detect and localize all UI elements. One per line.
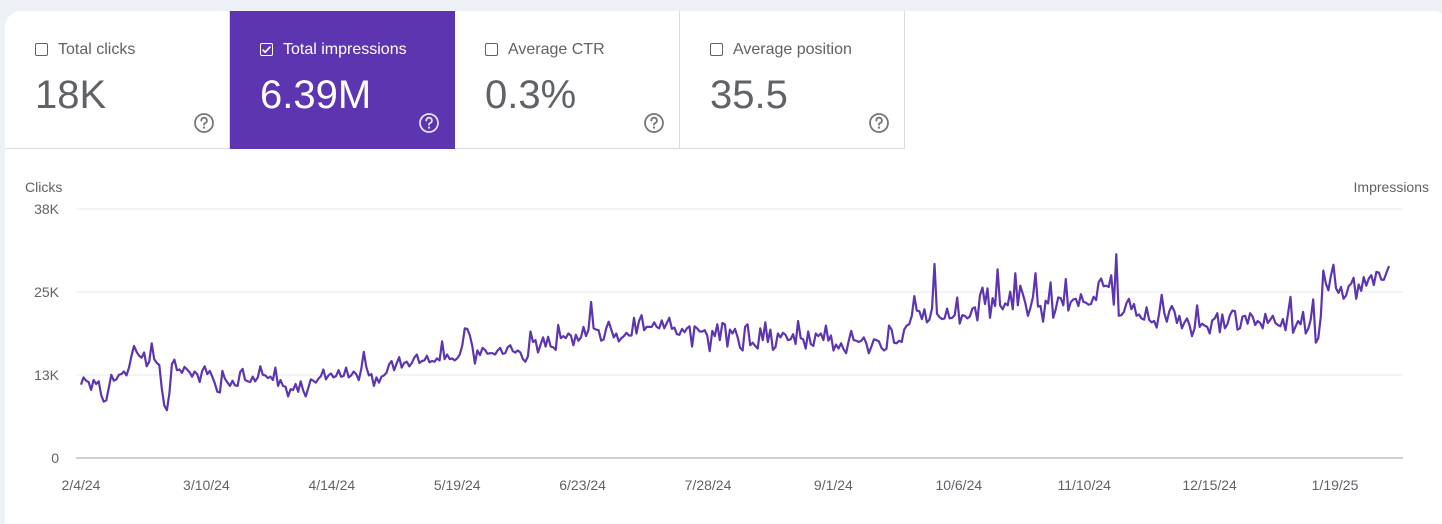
metric-label: Total impressions (283, 41, 407, 58)
x-tick-label: 7/28/24 (685, 477, 732, 493)
x-tick-label: 4/14/24 (308, 477, 355, 493)
metric-value: 35.5 (710, 73, 788, 117)
metric-value: 18K (35, 73, 107, 117)
checkbox[interactable] (710, 43, 723, 56)
x-tick-label: 3/10/24 (183, 477, 230, 493)
metric-label: Average CTR (508, 41, 605, 58)
help-circle-icon[interactable] (643, 112, 665, 134)
performance-chart: Clicks Impressions 0 13K 25K 38K 2/4/24 3/10/24… (25, 179, 1429, 493)
x-tick-label: 6/23/24 (559, 477, 606, 493)
help-circle-icon[interactable] (868, 112, 890, 134)
checkbox-checked[interactable] (260, 43, 273, 56)
x-tick-label: 2/4/24 (62, 477, 101, 493)
impressions-line (79, 253, 1391, 412)
x-tick-label: 5/19/24 (434, 477, 481, 493)
x-tick-label: 12/15/24 (1182, 477, 1237, 493)
x-tick-label: 11/10/24 (1057, 477, 1111, 493)
metric-tab-total-clicks[interactable]: Total clicks 18K (5, 11, 230, 149)
x-tick-label: 10/6/24 (935, 477, 982, 493)
y-tick-label: 13K (34, 367, 60, 383)
x-tick-label: 9/1/24 (814, 477, 853, 493)
checkbox[interactable] (485, 43, 498, 56)
right-axis-title: Impressions (1354, 179, 1429, 195)
left-axis-title: Clicks (25, 179, 62, 195)
metric-value: 6.39M (260, 73, 372, 117)
metric-tab-total-impressions[interactable]: Total impressions 6.39M (230, 11, 455, 149)
x-tick-label: 1/19/25 (1312, 477, 1359, 493)
metric-label: Total clicks (58, 41, 136, 58)
performance-card: Total clicks 18K Total impressions 6.39M… (5, 11, 1442, 524)
metric-label: Average position (733, 41, 852, 58)
metric-value: 0.3% (485, 73, 577, 117)
y-tick-label: 0 (51, 450, 59, 466)
help-circle-icon[interactable] (418, 112, 440, 134)
metric-tabs: Total clicks 18K Total impressions 6.39M… (5, 11, 905, 149)
metric-tab-average-ctr[interactable]: Average CTR 0.3% (455, 11, 680, 149)
y-tick-label: 25K (34, 284, 60, 300)
checkbox[interactable] (35, 43, 48, 56)
y-tick-label: 38K (34, 201, 60, 217)
help-circle-icon[interactable] (193, 112, 215, 134)
metric-tab-average-position[interactable]: Average position 35.5 (680, 11, 905, 149)
